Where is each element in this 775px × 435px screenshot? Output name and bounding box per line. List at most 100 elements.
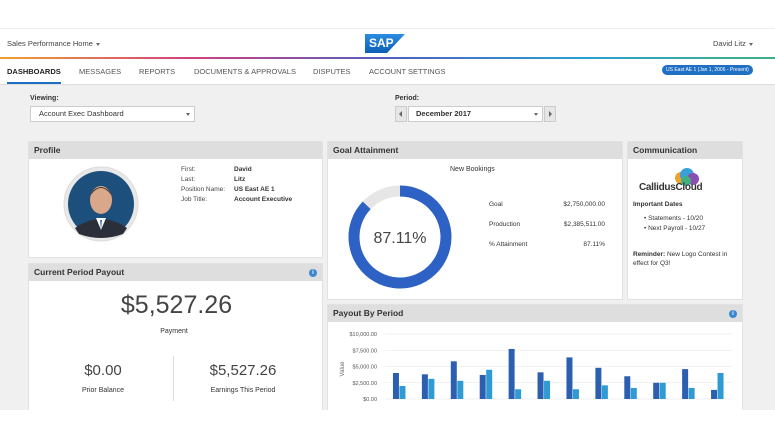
date-item: • Next Payroll - 10/27 (644, 225, 706, 232)
bar (601, 385, 608, 399)
y-tick-label: $7,500.00 (353, 348, 377, 354)
bar (508, 348, 515, 399)
goal-row-label: Goal (489, 201, 503, 208)
user-name: David Litz (713, 39, 746, 48)
prev-period[interactable] (395, 106, 407, 122)
bar (572, 389, 579, 399)
bar (392, 373, 399, 399)
bar (450, 361, 457, 399)
chart: Value $0.00 $2,500.00 $5,000.00 $7,500.00 $1… (340, 332, 732, 403)
user-menu[interactable]: David Litz (713, 39, 753, 48)
dates-title: Important Dates (633, 201, 683, 208)
home-menu-label: Sales Performance Home (7, 39, 93, 48)
y-tick-label: $5,000.00 (353, 365, 377, 371)
donut-chart: 87.11% (348, 185, 452, 289)
goal-row-label: Production (489, 221, 521, 228)
bar (566, 357, 573, 399)
date-text: Next Payroll - 10/27 (648, 225, 706, 232)
bar (653, 382, 660, 399)
date-text: Statements - 10/20 (648, 215, 704, 222)
nav-tab[interactable]: DASHBOARDS (7, 67, 61, 84)
divider (173, 356, 174, 401)
dropdown-caret (748, 42, 753, 46)
field-value: David (234, 166, 252, 173)
bottom-strip (0, 410, 775, 435)
y-tick-label: $0.00 (363, 397, 377, 403)
panel-title: Current Period Payout (29, 264, 322, 281)
donut-label: 87.11% (373, 230, 426, 247)
prior-balance-amount: $0.00 (84, 362, 122, 379)
cloud-icon (675, 168, 699, 186)
communication-panel: Communication CallidusCloud Important Da… (627, 141, 743, 300)
bar (711, 389, 718, 399)
earnings-amount: $5,527.26 (209, 362, 277, 379)
field-value: Account Executive (234, 196, 293, 203)
panel-title: Profile (29, 142, 322, 159)
next-icon (549, 111, 552, 117)
accent-line (0, 57, 775, 59)
bar (457, 380, 464, 399)
donut-arc (348, 185, 452, 289)
dropdown-caret (534, 113, 538, 116)
goal-panel: Goal Attainment New Bookings 87.11% Goal… (327, 141, 623, 300)
dropdown-caret (186, 113, 190, 116)
period-badge[interactable]: US East AE 1 (Jan 1, 2006 - Present) (662, 65, 753, 75)
goal-subtitle: New Bookings (450, 166, 495, 173)
info-icon[interactable]: i (729, 310, 737, 318)
panel-title: Communication (628, 142, 742, 159)
bar (486, 369, 493, 399)
panel-title: Goal Attainment (328, 142, 622, 159)
nav-tab[interactable]: ACCOUNT SETTINGS (369, 67, 446, 76)
reminder-text: New Logo Contest in effect for Q3! (633, 251, 728, 267)
viewing-label: Viewing: (30, 95, 59, 102)
field-label: Last: (181, 176, 196, 183)
bar (717, 373, 724, 399)
profile-panel: Profile First: David Last: Litz Position Nam… (28, 141, 323, 258)
bar (630, 387, 637, 399)
payout-amount-label: Payment (160, 328, 188, 335)
bar (421, 374, 428, 399)
info-icon[interactable]: i (309, 269, 317, 277)
period-label: Period: (395, 95, 420, 102)
goal-row-value: 87.11% (583, 241, 605, 248)
viewing-dropdown[interactable]: Account Exec Dashboard (30, 106, 195, 122)
nav-tab[interactable]: DISPUTES (313, 67, 351, 76)
bar (659, 382, 666, 399)
nav-bar (0, 59, 775, 85)
date-item: • Statements - 10/20 (644, 215, 704, 222)
bar (624, 376, 631, 399)
payout-panel: Current Period Payout i $5,527.26 Paymen… (28, 263, 323, 413)
dropdown-caret (95, 42, 100, 46)
period-value: December 2017 (416, 109, 472, 118)
reminder: Reminder: New Logo Contest in effect for… (633, 250, 737, 268)
field-value: US East AE 1 (234, 186, 275, 193)
bar (428, 378, 435, 399)
field-label: Position Name: (181, 186, 226, 193)
bar (682, 369, 689, 399)
goal-row-value: $2,750,000.00 (563, 201, 605, 208)
prior-balance-label: Prior Balance (81, 387, 125, 394)
nav-tab[interactable]: DOCUMENTS & APPROVALS (194, 67, 296, 76)
period-dropdown[interactable]: December 2017 (408, 106, 543, 122)
goal-row-label: % Attainment (489, 241, 528, 248)
chart-title: Payout By Period (328, 305, 742, 322)
y-axis-label: Value (340, 361, 346, 377)
bar (399, 386, 406, 399)
earnings-label: Earnings This Period (210, 387, 276, 394)
viewing-value: Account Exec Dashboard (39, 109, 124, 118)
goal-row-value: $2,385,511.00 (563, 221, 605, 228)
bar (479, 374, 486, 399)
y-tick-label: $2,500.00 (353, 381, 377, 387)
next-period[interactable] (544, 106, 556, 122)
home-menu[interactable]: Sales Performance Home (7, 39, 100, 48)
nav-tab[interactable]: MESSAGES (79, 67, 122, 76)
payout-amount: $5,527.26 (120, 291, 233, 319)
profile-photo (63, 166, 139, 242)
bar (688, 387, 695, 399)
bar (595, 367, 602, 399)
field-label: Job Title: (181, 196, 208, 203)
nav-tab[interactable]: REPORTS (139, 67, 176, 76)
callidus-logo: CallidusCloud (639, 182, 703, 193)
y-tick-label: $10,000.00 (349, 332, 377, 338)
